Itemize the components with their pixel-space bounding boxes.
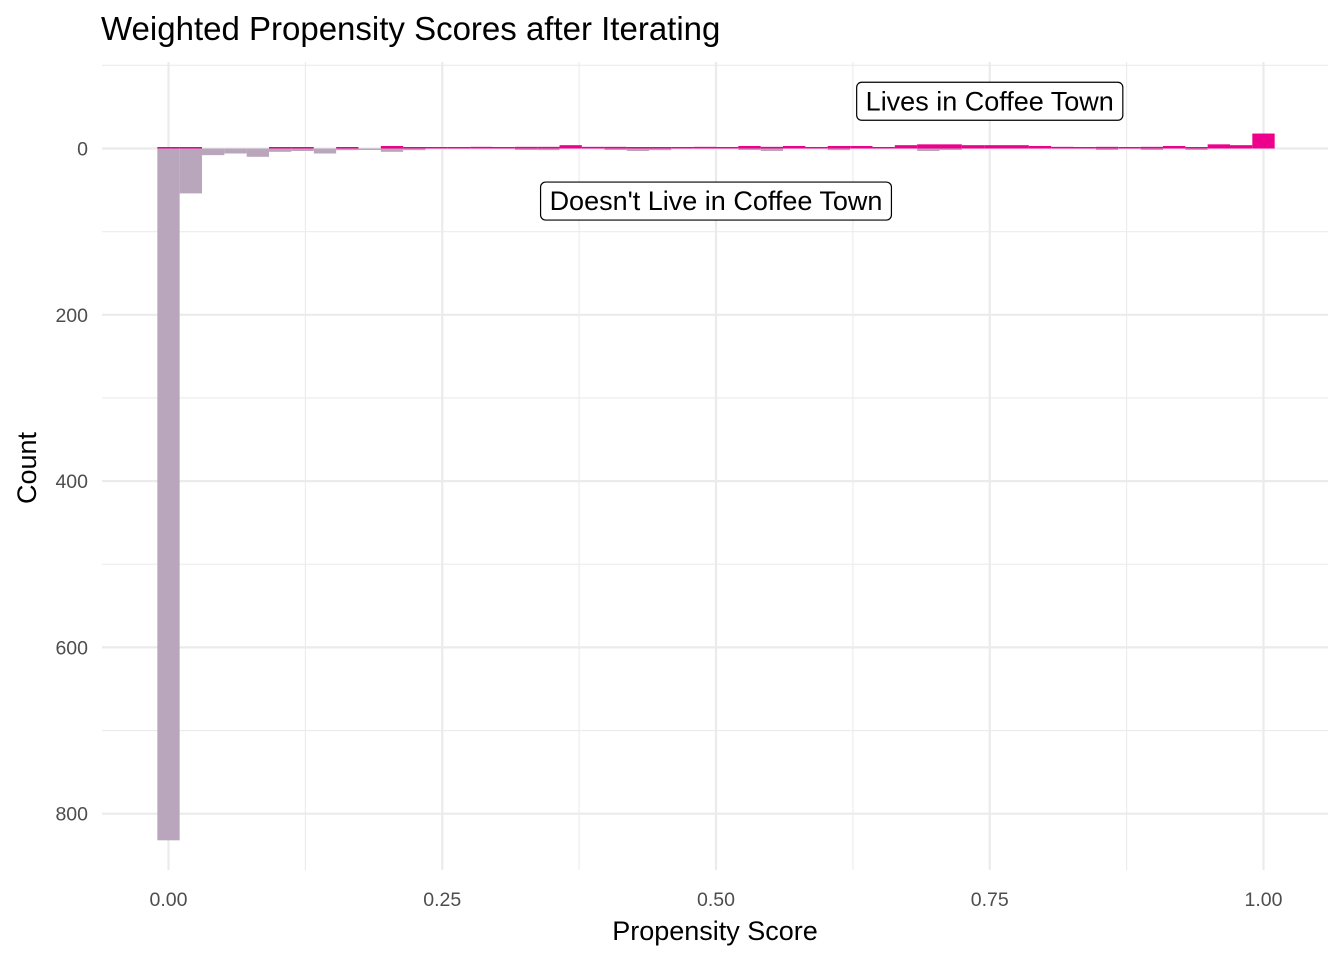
histogram-bar: [1162, 146, 1186, 149]
histogram-bar: [447, 147, 471, 149]
histogram-bar: [1252, 133, 1275, 149]
x-tick-labels: 0.00 0.25 0.50 0.75 1.00: [150, 889, 1283, 911]
histogram-bar: [760, 148, 784, 151]
histogram-bar: [1051, 146, 1074, 149]
histogram-bar: [760, 146, 784, 149]
annotation-box: [539, 181, 893, 221]
x-tick-label: 0.00: [150, 889, 188, 911]
histogram-bar: [716, 147, 739, 149]
histogram-bar: [648, 148, 672, 151]
histogram-bar: [202, 148, 225, 156]
histogram-bar: [1207, 144, 1230, 149]
histogram-bar: [291, 147, 314, 149]
histogram-bar: [269, 148, 292, 152]
histogram-bar: [917, 144, 940, 149]
histogram-bar: [939, 148, 962, 150]
x-tick-label: 1.00: [1245, 889, 1283, 911]
histogram-bar: [492, 147, 515, 149]
histogram-bar: [604, 148, 627, 150]
histogram-bar: [827, 146, 851, 149]
x-tick-label: 0.25: [423, 889, 461, 911]
annotations: Lives in Coffee Town Doesn't Live in Coff…: [539, 81, 1124, 221]
histogram-bar: [224, 148, 247, 154]
histogram-bar: [514, 148, 538, 150]
histogram-bar: [984, 145, 1007, 149]
histogram-bar: [514, 146, 538, 149]
histogram-bar: [827, 148, 851, 151]
histogram-bar: [1073, 147, 1096, 149]
histogram-bar: [425, 147, 448, 149]
histogram-bar: [179, 148, 203, 194]
histogram-bar: [1140, 146, 1163, 149]
histogram-bar: [403, 147, 426, 149]
bars: [157, 133, 1275, 841]
histogram-bar: [291, 148, 314, 151]
histogram-bar: [403, 148, 426, 151]
y-tick-label: 400: [55, 471, 88, 493]
histogram-bar: [537, 148, 560, 151]
y-tick-label: 200: [55, 305, 88, 327]
annotation-label: Lives in Coffee Town: [856, 81, 1124, 121]
histogram-bar: [1118, 147, 1141, 149]
y-axis-title: Count: [12, 431, 42, 504]
histogram-bar: [1006, 145, 1029, 149]
histogram-bar: [358, 148, 381, 150]
x-tick-label: 0.75: [971, 889, 1009, 911]
annotation-box: [856, 81, 1124, 121]
histogram-bar: [626, 147, 649, 149]
chart-title: Weighted Propensity Scores after Iterati…: [101, 10, 720, 47]
histogram-bar: [313, 148, 337, 154]
histogram-bar: [179, 147, 203, 149]
histogram-bar: [269, 147, 292, 149]
x-tick-label: 0.50: [697, 889, 735, 911]
histogram-bar: [336, 147, 359, 149]
histogram-bar: [1028, 146, 1052, 149]
y-tick-label: 600: [55, 637, 88, 659]
annotation-text: Lives in Coffee Town: [866, 86, 1114, 116]
histogram-bar: [157, 148, 180, 841]
histogram-bar: [1185, 148, 1208, 150]
y-tick-labels: 0 200 400 600 800: [55, 139, 88, 826]
histogram-bar: [559, 145, 582, 149]
histogram-bar: [850, 146, 873, 149]
series-coffee-town: [157, 133, 1275, 149]
annotation-label: Doesn't Live in Coffee Town: [539, 181, 893, 221]
histogram-bar: [693, 146, 716, 149]
histogram-bar: [470, 146, 493, 149]
histogram-bar: [1095, 146, 1119, 149]
histogram-bar: [604, 146, 627, 149]
histogram-bar: [626, 148, 649, 151]
histogram-bar: [157, 147, 180, 149]
histogram-bar: [961, 145, 985, 149]
histogram-bar: [738, 148, 761, 150]
histogram-bar: [738, 146, 761, 149]
histogram-bar: [648, 147, 672, 149]
series-not-coffee-town: [157, 148, 1208, 841]
histogram-bar: [805, 147, 828, 149]
y-tick-label: 0: [77, 139, 88, 161]
y-tick-label: 800: [55, 804, 88, 826]
histogram-bar: [581, 146, 605, 149]
annotation-text: Doesn't Live in Coffee Town: [550, 186, 883, 216]
histogram-bar: [380, 148, 404, 152]
histogram-bar: [894, 145, 918, 149]
histogram-bar: [939, 144, 962, 149]
histogram-bar: [1229, 145, 1253, 149]
x-axis-title: Propensity Score: [612, 916, 818, 946]
histogram-bar: [336, 148, 359, 151]
histogram-bar: [1185, 147, 1208, 149]
histogram-bar: [872, 147, 895, 149]
histogram-bar: [1095, 148, 1119, 150]
histogram-bar: [246, 148, 270, 157]
histogram-bar: [380, 146, 404, 149]
histogram-bar: [917, 148, 940, 151]
histogram-bar: [1140, 148, 1163, 150]
histogram-bar: [783, 146, 806, 149]
histogram-bar: [537, 146, 560, 149]
histogram-bar: [671, 147, 694, 149]
